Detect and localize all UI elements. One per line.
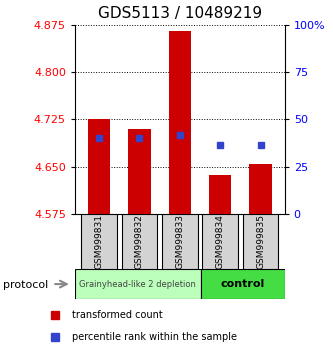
Bar (122, 214, 157, 269)
Bar (202, 214, 238, 269)
Text: GSM999833: GSM999833 (175, 214, 184, 269)
Text: GSM999832: GSM999832 (135, 214, 144, 269)
Text: percentile rank within the sample: percentile rank within the sample (72, 332, 237, 342)
Text: protocol: protocol (3, 280, 49, 290)
Bar (249, 164, 272, 214)
Bar (129, 129, 151, 214)
Text: GSM999831: GSM999831 (95, 214, 104, 269)
Text: GSM999834: GSM999834 (216, 214, 225, 269)
Bar (88, 120, 110, 214)
Bar (209, 175, 231, 214)
Bar (243, 214, 278, 269)
Bar (81, 214, 117, 269)
Text: transformed count: transformed count (72, 310, 163, 320)
Bar (162, 214, 197, 269)
Bar (75, 269, 201, 299)
Bar (201, 269, 285, 299)
Text: GSM999835: GSM999835 (256, 214, 265, 269)
Text: control: control (221, 279, 265, 289)
Title: GDS5113 / 10489219: GDS5113 / 10489219 (98, 6, 262, 21)
Bar (169, 31, 191, 214)
Text: Grainyhead-like 2 depletion: Grainyhead-like 2 depletion (80, 280, 196, 289)
